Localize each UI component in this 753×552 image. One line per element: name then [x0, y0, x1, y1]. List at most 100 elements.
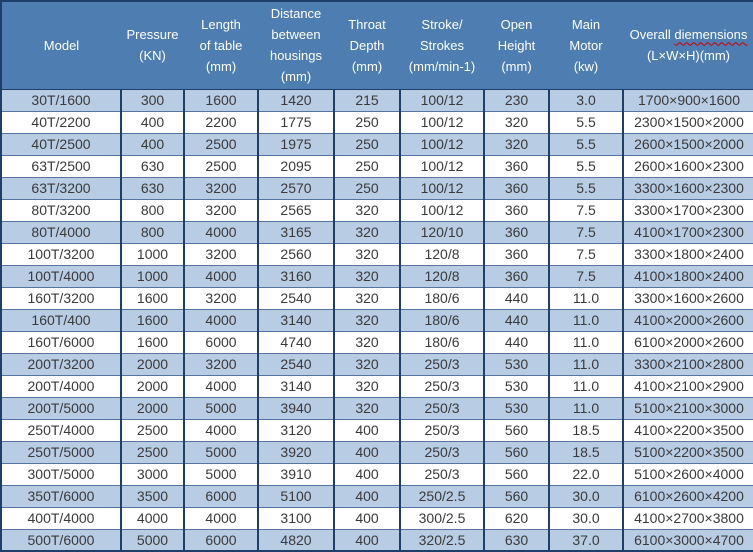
cell-stroke-strokes: 300/2.5: [399, 506, 484, 529]
cell-model: 200T/5000: [0, 396, 121, 419]
cell-stroke-strokes: 100/12: [399, 132, 484, 155]
cell-throat-depth: 400: [333, 528, 400, 552]
column-header-line: (kw): [573, 58, 599, 74]
cell-pressure: 4000: [120, 506, 184, 529]
cell-model: 250T/4000: [0, 418, 121, 441]
cell-overall-dimensions: 3300×1600×2600: [622, 286, 753, 309]
cell-open-height: 440: [483, 286, 549, 309]
cell-model: 500T/6000: [0, 528, 121, 552]
cell-pressure: 1600: [120, 308, 184, 331]
cell-open-height: 560: [483, 484, 549, 507]
cell-model: 300T/5000: [0, 462, 121, 485]
cell-main-motor: 37.0: [548, 528, 623, 552]
cell-length-of-table: 3200: [183, 198, 258, 221]
cell-distance-between-housings: 3160: [257, 264, 334, 287]
cell-distance-between-housings: 3165: [257, 220, 334, 243]
cell-pressure: 630: [120, 176, 184, 199]
cell-distance-between-housings: 1975: [257, 132, 334, 155]
column-header-stroke-strokes: Stroke/Strokes (mm/min-1): [400, 0, 484, 89]
cell-distance-between-housings: 2560: [257, 242, 334, 265]
cell-distance-between-housings: 3140: [257, 374, 334, 397]
cell-length-of-table: 2500: [183, 154, 258, 177]
cell-open-height: 530: [483, 352, 549, 375]
cell-length-of-table: 1600: [183, 88, 258, 111]
cell-overall-dimensions: 2600×1600×2300: [622, 154, 753, 177]
cell-stroke-strokes: 250/2.5: [399, 484, 484, 507]
table-row: 63T/3200 630 3200 2570 250 100/12 360 5.5 3300×1…: [0, 176, 753, 199]
cell-overall-dimensions: 1700×900×1600: [622, 88, 753, 111]
cell-throat-depth: 320: [333, 286, 400, 309]
table-row: 40T/2500 400 2500 1975 250 100/12 320 5.5 2600×1…: [0, 132, 753, 155]
cell-model: 63T/3200: [0, 176, 121, 199]
cell-overall-dimensions: 4100×2100×2900: [622, 374, 753, 397]
cell-main-motor: 7.5: [548, 198, 623, 221]
cell-overall-dimensions: 3300×1800×2400: [622, 242, 753, 265]
cell-length-of-table: 5000: [183, 396, 258, 419]
cell-main-motor: 18.5: [548, 440, 623, 463]
cell-overall-dimensions: 5100×2100×3000: [622, 396, 753, 419]
cell-model: 250T/5000: [0, 440, 121, 463]
cell-distance-between-housings: 2570: [257, 176, 334, 199]
cell-open-height: 630: [483, 528, 549, 552]
cell-length-of-table: 5000: [183, 440, 258, 463]
cell-stroke-strokes: 180/6: [399, 308, 484, 331]
column-header-open-height: Open Height (mm): [484, 0, 549, 89]
cell-pressure: 2500: [120, 418, 184, 441]
column-header-line: of table: [199, 37, 243, 53]
cell-throat-depth: 320: [333, 396, 400, 419]
cell-stroke-strokes: 250/3: [399, 462, 484, 485]
cell-distance-between-housings: 2540: [257, 286, 334, 309]
cell-open-height: 530: [483, 374, 549, 397]
column-header-line: Height: [497, 37, 536, 53]
cell-stroke-strokes: 120/8: [399, 264, 484, 287]
cell-model: 400T/4000: [0, 506, 121, 529]
cell-open-height: 530: [483, 396, 549, 419]
cell-distance-between-housings: 1420: [257, 88, 334, 111]
column-header-line: Overall diemensions: [629, 27, 748, 43]
cell-model: 100T/3200: [0, 242, 121, 265]
table-row: 200T/5000 2000 5000 3940 320 250/3 530 11.0 5100…: [0, 396, 753, 419]
cell-length-of-table: 6000: [183, 528, 258, 552]
column-header-throat-depth: Throat Depth (mm): [334, 0, 400, 89]
cell-open-height: 230: [483, 88, 549, 111]
cell-pressure: 5000: [120, 528, 184, 552]
cell-overall-dimensions: 5100×2600×4000: [622, 462, 753, 485]
cell-pressure: 1000: [120, 242, 184, 265]
column-header-line: (KN): [139, 48, 166, 64]
cell-model: 100T/4000: [0, 264, 121, 287]
cell-overall-dimensions: 3300×1600×2300: [622, 176, 753, 199]
cell-distance-between-housings: 2565: [257, 198, 334, 221]
cell-overall-dimensions: 5100×2200×3500: [622, 440, 753, 463]
cell-pressure: 800: [120, 220, 184, 243]
cell-length-of-table: 3200: [183, 352, 258, 375]
cell-length-of-table: 4000: [183, 506, 258, 529]
column-header-line: Open: [500, 16, 533, 32]
table-row: 200T/4000 2000 4000 3140 320 250/3 530 11.0 4100…: [0, 374, 753, 397]
cell-throat-depth: 250: [333, 154, 400, 177]
cell-overall-dimensions: 6100×2600×4200: [622, 484, 753, 507]
cell-distance-between-housings: 3910: [257, 462, 334, 485]
cell-overall-dimensions: 6100×3000×4700: [622, 528, 753, 552]
column-header-line: Pressure: [126, 27, 179, 43]
cell-pressure: 3000: [120, 462, 184, 485]
cell-length-of-table: 2200: [183, 110, 258, 133]
cell-throat-depth: 400: [333, 462, 400, 485]
cell-length-of-table: 2500: [183, 132, 258, 155]
column-header-line: Main: [571, 16, 601, 32]
table-row: 80T/4000 800 4000 3165 320 120/10 360 7.5 4100×1…: [0, 220, 753, 243]
cell-main-motor: 5.5: [548, 110, 623, 133]
cell-throat-depth: 320: [333, 308, 400, 331]
column-header-line: Motor: [569, 37, 603, 53]
cell-pressure: 2000: [120, 352, 184, 375]
cell-open-height: 440: [483, 308, 549, 331]
column-header-pressure: Pressure (KN): [121, 0, 184, 89]
cell-overall-dimensions: 6100×2000×2600: [622, 330, 753, 353]
cell-throat-depth: 250: [333, 176, 400, 199]
cell-throat-depth: 215: [333, 88, 400, 111]
cell-distance-between-housings: 5100: [257, 484, 334, 507]
cell-model: 80T/4000: [0, 220, 121, 243]
cell-stroke-strokes: 180/6: [399, 330, 484, 353]
cell-length-of-table: 3200: [183, 176, 258, 199]
cell-distance-between-housings: 3100: [257, 506, 334, 529]
